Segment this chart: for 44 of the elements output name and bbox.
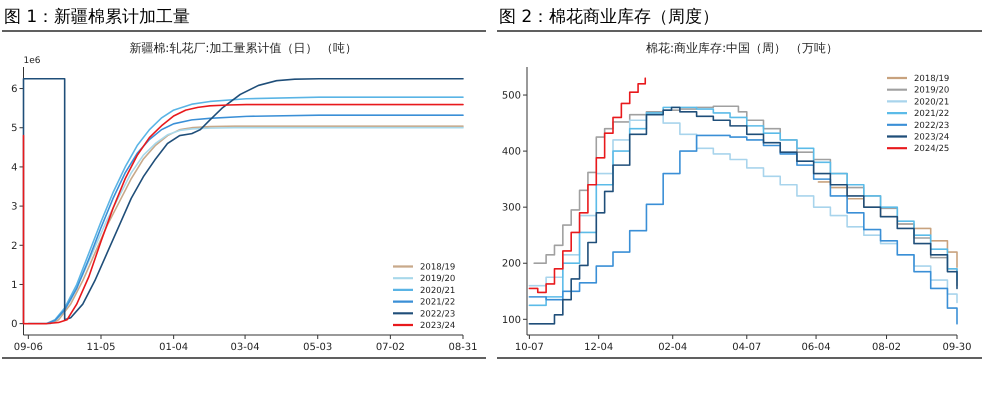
y-tick-label: 500 <box>502 90 521 102</box>
x-tick-label: 08-31 <box>448 342 478 353</box>
text: 1e6 <box>24 56 41 66</box>
y-tick-label: 3 <box>11 202 18 213</box>
y-tick-label: 0 <box>11 319 18 330</box>
y-tick-label: 1 <box>11 280 18 291</box>
y-tick-label: 400 <box>502 146 521 158</box>
legend-label: 2022/23 <box>914 120 950 131</box>
legend-label: 2023/24 <box>420 321 456 331</box>
y-tick-label: 4 <box>11 162 18 174</box>
y-tick-label: 100 <box>502 314 521 326</box>
y-tick-label: 6 <box>11 84 18 96</box>
y-tick-label: 2 <box>11 240 18 252</box>
y-tick-label: 5 <box>11 123 18 134</box>
legend-label: 2018/19 <box>914 74 950 84</box>
x-tick-label: 07-02 <box>376 342 405 353</box>
x-tick-label: 09-30 <box>942 342 972 353</box>
legend-label: 2019/20 <box>914 86 950 96</box>
legend-label: 2021/22 <box>420 298 456 308</box>
x-tick-label: 04-07 <box>732 342 762 353</box>
x-tick-label: 12-04 <box>584 342 614 353</box>
legend-label: 2020/21 <box>914 97 950 108</box>
legend-label: 2020/21 <box>420 286 456 296</box>
x-tick-label: 08-02 <box>872 342 902 353</box>
legend-label: 2019/20 <box>420 274 456 284</box>
x-tick-label: 11-05 <box>86 342 116 353</box>
x-tick-label: 06-04 <box>802 342 831 353</box>
x-tick-label: 09-06 <box>14 342 43 353</box>
y-tick-label: 300 <box>502 202 521 214</box>
x-tick-label: 05-03 <box>303 342 332 353</box>
legend-label: 2024/25 <box>914 144 950 154</box>
y-tick-label: 200 <box>502 258 521 270</box>
chart-subtitle: 新疆棉:轧花厂:加工量累计值（日） （吨） <box>129 41 358 55</box>
chart-title: 图 1：新疆棉累计加工量 <box>4 7 190 27</box>
legend-label: 2023/24 <box>914 132 950 142</box>
chart-subtitle: 棉花:商业库存:中国（周） （万吨） <box>646 41 838 55</box>
x-tick-label: 10-07 <box>514 342 544 353</box>
legend-label: 2022/23 <box>420 309 456 320</box>
x-tick-label: 02-04 <box>658 342 688 353</box>
legend-label: 2018/19 <box>420 262 456 272</box>
x-tick-label: 01-04 <box>159 342 188 353</box>
x-tick-label: 03-04 <box>230 342 260 353</box>
legend-label: 2021/22 <box>914 109 950 120</box>
chart-title: 图 2：棉花商业库存（周度） <box>499 7 720 27</box>
